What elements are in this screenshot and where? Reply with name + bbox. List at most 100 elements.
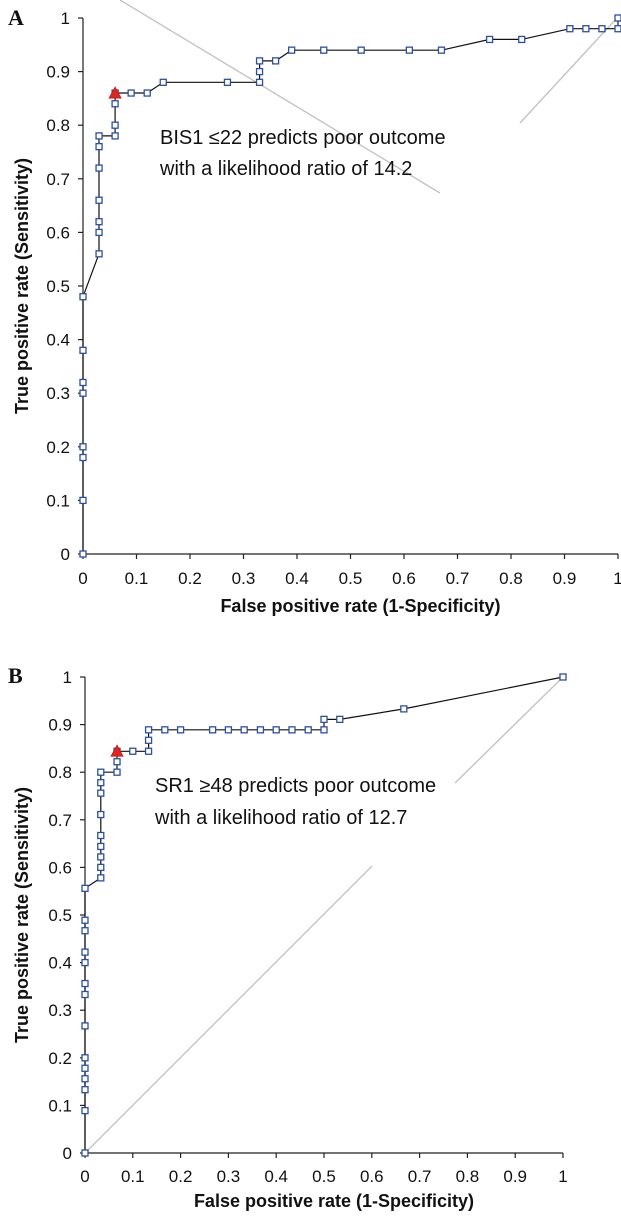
y-tick-label: 0.7 — [48, 811, 72, 830]
roc-point — [161, 726, 169, 734]
roc-point — [97, 831, 105, 840]
x-tick-label: 0.4 — [264, 1167, 288, 1186]
roc-point — [272, 726, 280, 734]
x-tick-label: 0.7 — [408, 1167, 432, 1186]
roc-point — [81, 916, 89, 924]
roc-chart-a: A 0 0.1 0.2 0.3 0.4 0.5 0.6 0.7 0.8 0.9 1 0 0.1 0.2 0.3… — [8, 0, 621, 616]
x-tick-label: 1 — [558, 1167, 567, 1186]
y-tick-label: 0.7 — [46, 170, 70, 189]
roc-point — [400, 705, 408, 713]
roc-point — [79, 550, 87, 558]
roc-point — [95, 228, 103, 237]
roc-point — [79, 346, 87, 354]
roc-point — [159, 78, 167, 86]
roc-point — [559, 673, 567, 681]
roc-point — [405, 46, 414, 54]
annotation-line: with a likelihood ratio of 14.2 — [159, 158, 412, 180]
x-tick-label: 0.6 — [360, 1167, 384, 1186]
roc-point — [320, 726, 328, 734]
x-tick-label: 0.3 — [232, 569, 256, 588]
roc-point — [79, 453, 87, 462]
roc-curve — [82, 18, 619, 554]
roc-point — [97, 768, 105, 776]
roc-point — [255, 57, 264, 65]
roc-chart-b: B 0 0.1 0.2 0.3 0.4 0.5 0.6 0.7 0.8 0.9 1 0 0.1 0.2 0.3… — [8, 663, 568, 1211]
x-axis-title: False positive rate (1-Specificity) — [220, 596, 500, 616]
roc-point — [81, 1054, 89, 1062]
x-tick-label: 0.2 — [178, 569, 202, 588]
roc-point — [81, 1149, 89, 1157]
roc-point — [97, 863, 105, 872]
roc-point — [79, 443, 87, 451]
x-tick-label: 0.7 — [446, 569, 470, 588]
roc-point — [288, 726, 296, 734]
roc-point — [81, 958, 89, 967]
x-tick-label: 0.9 — [553, 569, 577, 588]
reference-line — [519, 17, 618, 124]
y-tick-label: 0.1 — [46, 491, 70, 510]
x-tick-label: 0.1 — [121, 1167, 145, 1186]
x-tick-label: 0.2 — [169, 1167, 193, 1186]
roc-point — [81, 884, 89, 892]
y-tick-label: 0.3 — [46, 384, 70, 403]
roc-point — [81, 948, 89, 956]
roc-point — [95, 196, 103, 204]
x-tick-label: 0.8 — [456, 1167, 480, 1186]
roc-point — [304, 726, 312, 734]
roc-point — [79, 378, 87, 387]
x-tick-label: 0.4 — [285, 569, 309, 588]
roc-point — [144, 747, 153, 755]
y-tick-label: 0.9 — [48, 716, 72, 735]
roc-point — [81, 1064, 89, 1072]
y-tick-label: 1 — [61, 9, 70, 28]
roc-point — [598, 25, 606, 33]
cutoff-point — [108, 86, 122, 99]
reference-line — [454, 676, 564, 784]
roc-point — [144, 726, 153, 734]
y-tick-label: 0.3 — [48, 1001, 72, 1020]
annotation-line: BIS1 ≤22 predicts poor outcome — [160, 127, 446, 149]
x-tick-label: 0.5 — [339, 569, 363, 588]
roc-point — [485, 35, 494, 44]
roc-point — [256, 726, 265, 734]
roc-point — [111, 132, 119, 140]
y-tick-label: 0 — [63, 1144, 72, 1163]
annotation-line: with a likelihood ratio of 12.7 — [154, 807, 407, 829]
roc-point — [320, 715, 328, 724]
y-tick-label: 1 — [63, 668, 72, 687]
annotation-line: SR1 ≥48 predicts poor outcome — [155, 775, 436, 797]
roc-point — [437, 46, 446, 54]
roc-point — [111, 100, 119, 108]
roc-point — [271, 57, 280, 65]
roc-point — [79, 496, 87, 505]
roc-point — [97, 789, 105, 797]
x-tick-label: 0 — [78, 569, 87, 588]
roc-point — [224, 726, 233, 734]
roc-point — [81, 1022, 89, 1030]
roc-point — [113, 768, 121, 776]
reference-line — [119, 0, 441, 194]
x-tick-label: 1 — [613, 569, 621, 588]
roc-point — [357, 46, 365, 54]
x-tick-label: 0.1 — [125, 569, 149, 588]
roc-point — [81, 1086, 89, 1094]
roc-point — [113, 758, 121, 766]
y-tick-label: 0.8 — [46, 116, 70, 135]
x-tick-label: 0.5 — [312, 1167, 336, 1186]
roc-point — [81, 927, 89, 935]
roc-point — [81, 979, 89, 988]
roc-point — [127, 89, 135, 97]
x-tick-label: 0 — [80, 1167, 89, 1186]
roc-point — [97, 874, 105, 882]
roc-point — [111, 121, 119, 129]
roc-point — [176, 726, 185, 734]
y-tick-label: 0.6 — [46, 223, 70, 242]
y-tick-label: 0.1 — [48, 1096, 72, 1115]
y-tick-label: 0.4 — [46, 331, 70, 350]
roc-point — [95, 218, 103, 226]
cutoff-point — [110, 744, 124, 757]
roc-point — [582, 25, 590, 33]
y-tick-label: 0.2 — [46, 438, 70, 457]
roc-point — [95, 132, 103, 140]
